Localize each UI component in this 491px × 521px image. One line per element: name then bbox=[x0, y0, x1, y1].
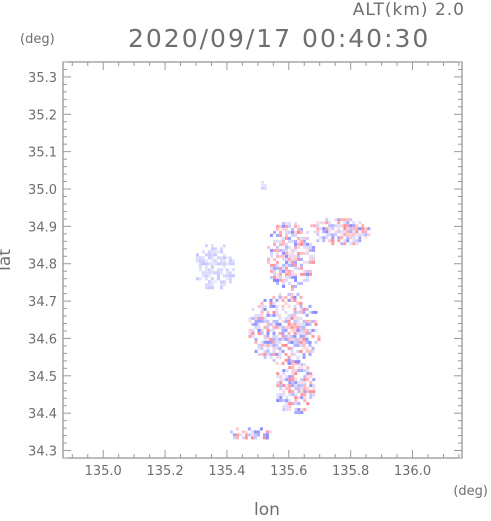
y-tick-label: 34.5 bbox=[28, 370, 57, 385]
y-tick-label: 35.3 bbox=[28, 71, 57, 86]
y-tick-label: 34.6 bbox=[28, 332, 57, 347]
x-tick-label: 135.0 bbox=[85, 464, 122, 479]
datetime-title: 2020/09/17 00:40:30 bbox=[128, 24, 431, 53]
southern-tail bbox=[276, 360, 316, 415]
x-tick-label: 135.8 bbox=[332, 464, 369, 479]
y-tick-label: 35.0 bbox=[28, 183, 57, 198]
y-tick-label: 34.9 bbox=[28, 220, 57, 235]
x-axis-label: lon bbox=[254, 500, 280, 520]
x-axis-unit: (deg) bbox=[453, 484, 488, 499]
x-tick-label: 135.6 bbox=[270, 464, 307, 479]
y-tick-label: 34.3 bbox=[28, 445, 57, 460]
north-east-cluster bbox=[310, 218, 371, 246]
y-tick-label: 35.2 bbox=[28, 108, 57, 123]
y-tick-label: 34.8 bbox=[28, 258, 57, 273]
y-tick-label: 35.1 bbox=[28, 146, 57, 161]
x-tick-label: 135.2 bbox=[146, 464, 183, 479]
y-axis-unit: (deg) bbox=[20, 32, 55, 47]
small-north-speck bbox=[260, 180, 267, 190]
x-tick-label: 136.0 bbox=[394, 464, 431, 479]
western-lavender-patch bbox=[195, 244, 235, 290]
far-south-specks bbox=[229, 427, 272, 440]
central-main-body bbox=[248, 292, 321, 365]
tick-label-layer: 135.0 135.2 135.4 135.6 135.8 136.0 35.3 35.2 35… bbox=[28, 71, 431, 479]
x-tick-label: 135.4 bbox=[208, 464, 245, 479]
tick-layer bbox=[63, 61, 462, 459]
y-tick-label: 34.7 bbox=[28, 295, 57, 310]
plot-frame bbox=[62, 61, 463, 459]
central-upper-strip bbox=[267, 221, 315, 291]
y-tick-label: 34.4 bbox=[28, 407, 57, 422]
altitude-label: ALT(km) 2.0 bbox=[352, 0, 465, 20]
echo-layer bbox=[195, 180, 371, 440]
